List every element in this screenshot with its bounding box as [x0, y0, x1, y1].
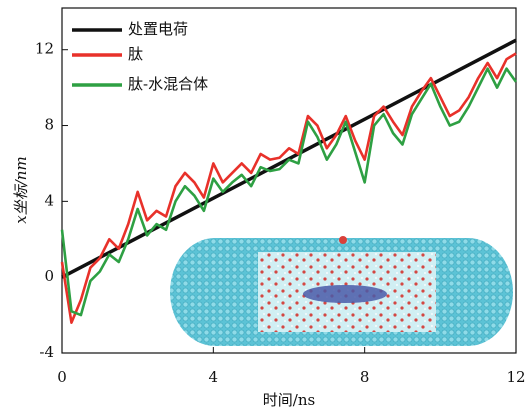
y-tick-label: 8 — [44, 116, 54, 134]
y-tick-label: 4 — [44, 191, 54, 209]
x-tick-label: 4 — [209, 368, 219, 386]
y-tick-label: 12 — [35, 40, 54, 58]
x-tick-label: 0 — [57, 368, 67, 386]
y-tick-label: -4 — [39, 343, 54, 361]
peptide — [303, 285, 387, 303]
x-tick-label: 12 — [506, 368, 525, 386]
legend-label: 处置电荷 — [128, 20, 188, 38]
chart: x坐标/nm 时间/ns -40481204812处置电荷肽肽-水混合体 — [0, 0, 525, 409]
legend-label: 肽 — [128, 45, 143, 63]
legend-label: 肽-水混合体 — [128, 75, 208, 93]
y-axis-label: x坐标/nm — [12, 156, 30, 223]
x-tick-label: 8 — [360, 368, 370, 386]
inset-nanotube — [170, 236, 513, 346]
x-axis-label: 时间/ns — [263, 391, 315, 409]
y-tick-label: 0 — [44, 267, 54, 285]
ion — [339, 236, 347, 244]
